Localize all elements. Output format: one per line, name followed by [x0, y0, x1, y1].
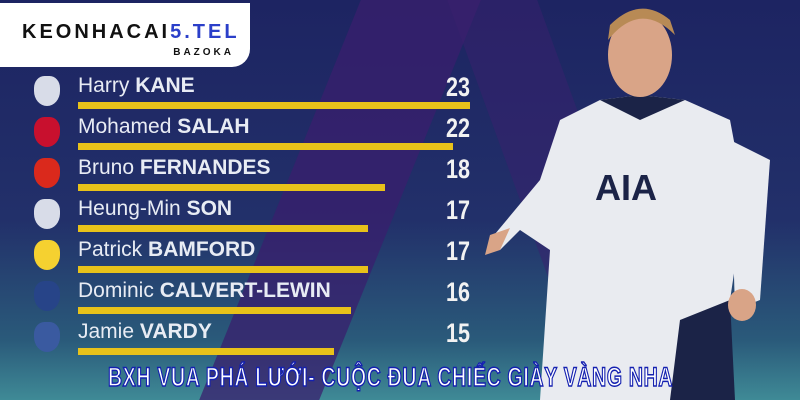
player-name: Dominic CALVERT-LEWIN — [78, 279, 331, 302]
scorer-row: Harry KANE 23 — [0, 72, 480, 113]
goals-bar — [78, 348, 334, 355]
club-crest-icon — [34, 240, 60, 270]
scorer-row: Patrick BAMFORD 17 — [0, 236, 480, 277]
goals-bar — [78, 184, 385, 191]
player-name: Heung-Min SON — [78, 197, 233, 220]
player-name: Jamie VARDY — [78, 320, 212, 343]
goals-value: 18 — [445, 154, 470, 184]
club-crest-icon — [34, 76, 60, 106]
goals-bar — [78, 307, 351, 314]
scorer-row: Jamie VARDY 15 — [0, 318, 480, 359]
goals-value: 16 — [445, 277, 470, 307]
club-crest-icon — [34, 158, 60, 188]
club-crest-icon — [34, 117, 60, 147]
logo-subtitle: BAZOKA — [173, 47, 234, 58]
svg-text:AIA: AIA — [595, 167, 657, 208]
goals-value: 17 — [445, 236, 470, 266]
site-logo[interactable]: KEONHACAI5.TEL BAZOKA — [0, 3, 250, 67]
scorer-row: Bruno FERNANDES 18 — [0, 154, 480, 195]
goals-bar — [78, 225, 368, 232]
player-name: Bruno FERNANDES — [78, 156, 271, 179]
player-name: Harry KANE — [78, 74, 195, 97]
player-name: Mohamed SALAH — [78, 115, 250, 138]
scorer-row: Mohamed SALAH 22 — [0, 113, 480, 154]
scorer-row: Dominic CALVERT-LEWIN 16 — [0, 277, 480, 318]
logo-text: KEONHACAI5.TEL — [22, 21, 240, 43]
scorer-row: Heung-Min SON 17 — [0, 195, 480, 236]
player-photo: AIA — [485, 8, 770, 400]
headline: BXH VUA PHÁ LƯỚI- CUỘC ĐUA CHIẾC GIÀY VÀ… — [107, 361, 674, 393]
player-name: Patrick BAMFORD — [78, 238, 256, 261]
goals-value: 15 — [445, 318, 470, 348]
club-crest-icon — [34, 322, 60, 352]
goals-value: 17 — [445, 195, 470, 225]
club-crest-icon — [34, 281, 60, 311]
goals-bar — [78, 143, 453, 150]
club-crest-icon — [34, 199, 60, 229]
goals-bar — [78, 266, 368, 273]
goals-value: 22 — [445, 113, 470, 143]
goals-value: 23 — [445, 72, 470, 102]
goals-bar — [78, 102, 470, 109]
